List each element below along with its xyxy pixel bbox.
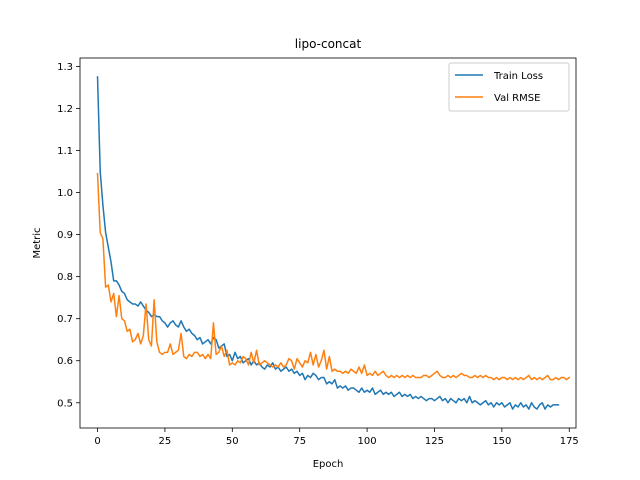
y-tick-label: 1.1 <box>57 146 73 157</box>
x-tick-label: 150 <box>492 436 511 447</box>
legend-label-val-rmse: Val RMSE <box>494 93 540 104</box>
y-tick-label: 0.6 <box>57 356 73 367</box>
chart-title: lipo-concat <box>295 37 362 51</box>
y-tick-label: 1.0 <box>57 188 73 199</box>
x-tick-label: 50 <box>226 436 239 447</box>
y-tick-label: 0.9 <box>57 230 73 241</box>
x-axis: 0 25 50 75 100 125 150 175 <box>94 428 579 447</box>
x-axis-label: Epoch <box>313 459 344 470</box>
x-tick-label: 0 <box>94 436 100 447</box>
x-tick-label: 25 <box>159 436 172 447</box>
x-tick-label: 175 <box>560 436 579 447</box>
y-tick-label: 0.8 <box>57 272 73 283</box>
y-tick-label: 0.5 <box>57 398 73 409</box>
y-tick-label: 0.7 <box>57 314 73 325</box>
plot-area <box>96 76 571 410</box>
x-tick-label: 100 <box>358 436 377 447</box>
y-tick-label: 1.3 <box>57 62 73 73</box>
series-line-train-loss <box>96 76 560 410</box>
y-axis: 0.5 0.6 0.7 0.8 0.9 1.0 1.1 1.2 1.3 <box>57 62 80 409</box>
axes-frame <box>79 57 577 429</box>
x-tick-label: 125 <box>425 436 444 447</box>
legend: Train Loss Val RMSE <box>448 62 570 112</box>
x-tick-label: 75 <box>293 436 306 447</box>
y-tick-label: 1.2 <box>57 104 73 115</box>
y-axis-label: Metric <box>32 227 43 258</box>
legend-label-train-loss: Train Loss <box>493 71 543 82</box>
series-line-val-rmse <box>96 172 571 381</box>
